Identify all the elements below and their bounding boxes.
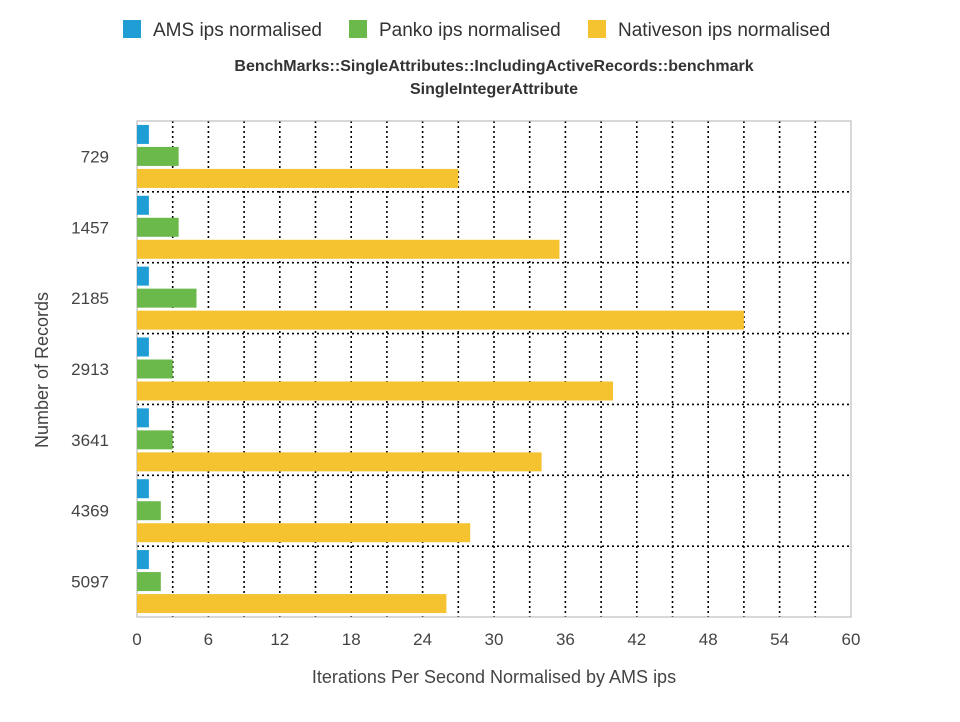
x-tick-label: 54 [770, 630, 789, 649]
y-tick-label: 3641 [71, 431, 109, 450]
bar-ams-2185 [137, 266, 149, 286]
y-tick-label: 2185 [71, 289, 109, 308]
legend-label: Nativeson ips normalised [618, 20, 830, 41]
x-axis-label: Iterations Per Second Normalised by AMS … [312, 667, 676, 687]
y-axis-ticks: 729 1457 2185 2913 3641 4369 5097 [71, 147, 109, 591]
y-tick-label: 1457 [71, 218, 109, 237]
bars [137, 124, 744, 614]
bar-ams-1457 [137, 195, 149, 215]
chart-title: BenchMarks::SingleAttributes::IncludingA… [234, 58, 753, 75]
bar-nativeson-4369 [137, 523, 471, 543]
legend-swatch [123, 20, 141, 38]
x-tick-label: 24 [413, 630, 432, 649]
legend-swatch [588, 20, 606, 38]
x-tick-label: 0 [132, 630, 141, 649]
legend-swatch [349, 20, 367, 38]
bar-nativeson-3641 [137, 452, 542, 472]
y-tick-label: 2913 [71, 360, 109, 379]
chart-subtitle: SingleIntegerAttribute [410, 81, 578, 98]
bar-ams-4369 [137, 479, 149, 499]
bar-panko-729 [137, 146, 179, 166]
y-tick-label: 5097 [71, 573, 109, 592]
bar-panko-4369 [137, 501, 161, 521]
y-tick-label: 729 [81, 147, 109, 166]
bar-ams-3641 [137, 408, 149, 428]
bar-panko-5097 [137, 572, 161, 592]
x-tick-label: 36 [556, 630, 575, 649]
legend-label: AMS ips normalised [153, 20, 322, 41]
bar-panko-2913 [137, 359, 173, 379]
bar-ams-5097 [137, 550, 149, 570]
bar-panko-1457 [137, 217, 179, 237]
bar-panko-2185 [137, 288, 197, 308]
bar-nativeson-2185 [137, 310, 744, 330]
x-axis-ticks: 0 6 12 18 24 30 36 42 48 54 60 [132, 630, 860, 649]
bar-panko-3641 [137, 430, 173, 450]
x-tick-label: 12 [270, 630, 289, 649]
bar-nativeson-5097 [137, 594, 447, 614]
legend-label: Panko ips normalised [379, 20, 561, 41]
legend: AMS ips normalised Panko ips normalised Na… [123, 20, 830, 41]
x-tick-label: 48 [699, 630, 718, 649]
y-axis-label: Number of Records [32, 292, 52, 448]
x-tick-label: 30 [485, 630, 504, 649]
bar-nativeson-2913 [137, 381, 613, 401]
grid [137, 121, 851, 617]
bar-ams-729 [137, 124, 149, 144]
x-tick-label: 6 [204, 630, 213, 649]
y-tick-label: 4369 [71, 502, 109, 521]
bar-nativeson-1457 [137, 239, 560, 259]
bar-ams-2913 [137, 337, 149, 357]
x-tick-label: 18 [342, 630, 361, 649]
x-tick-label: 60 [842, 630, 861, 649]
x-tick-label: 42 [627, 630, 646, 649]
bar-nativeson-729 [137, 168, 459, 188]
